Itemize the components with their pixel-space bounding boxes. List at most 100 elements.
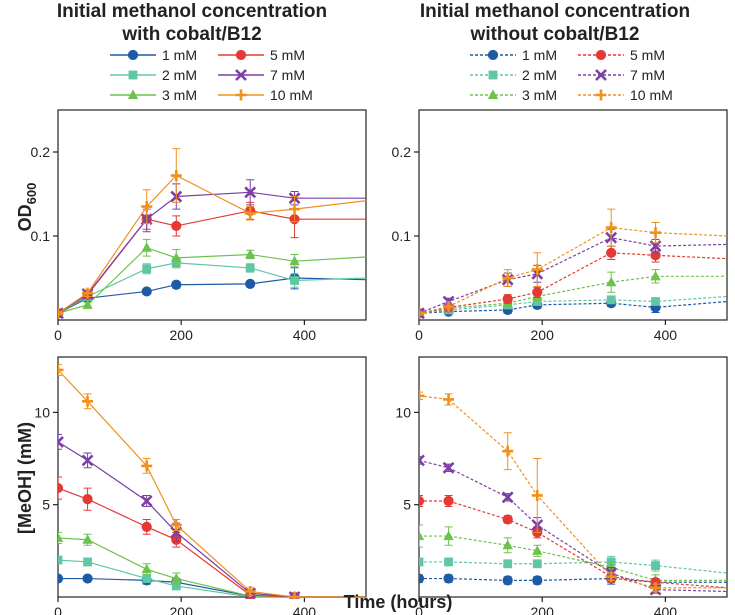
series-line [419, 500, 727, 589]
y-tick-label: 10 [395, 404, 411, 420]
data-point [502, 445, 514, 457]
y-tick-label: 10 [34, 404, 50, 420]
series-line [419, 226, 727, 314]
data-point [58, 532, 64, 542]
series-line [58, 577, 366, 598]
legend-label: 5 mM [630, 47, 665, 63]
data-point [289, 203, 301, 215]
error-bar [58, 311, 62, 316]
legend-marker [487, 49, 499, 61]
data-point [245, 263, 255, 273]
data-point [419, 573, 425, 584]
x-tick-label: 200 [170, 327, 194, 343]
data-point [141, 242, 152, 252]
data-point [140, 495, 153, 507]
data-point [444, 557, 453, 567]
series-10-mM [58, 363, 366, 599]
data-point [650, 582, 662, 594]
legend-label: 2 mM [162, 67, 197, 83]
data-point [244, 186, 257, 199]
data-point [443, 573, 454, 584]
series-3-mM [419, 524, 727, 587]
panel-bottom-right: 0 200 400 5 10 [395, 356, 728, 615]
legend-marker [488, 70, 498, 80]
series-7-mM [419, 454, 727, 596]
series-line [58, 537, 366, 598]
data-point [443, 393, 455, 405]
x-tick-label: 400 [293, 604, 317, 615]
legend-label: 3 mM [162, 87, 197, 103]
legend-marker [235, 49, 247, 61]
y-tick-label: 5 [403, 497, 411, 513]
data-point [606, 247, 617, 258]
data-point [289, 591, 301, 599]
data-point [419, 390, 425, 402]
series-line [58, 487, 366, 598]
meoh-axis-label: [MeOH] (mM) [15, 422, 35, 534]
data-point [58, 364, 64, 376]
data-point [532, 287, 543, 298]
data-point [58, 307, 64, 320]
series-7-mM [58, 434, 366, 599]
legend-label: 2 mM [522, 67, 557, 83]
series-line [419, 275, 727, 314]
data-point [651, 297, 660, 306]
legend-label: 10 mM [630, 87, 673, 103]
right-title-line1: Initial methanol concentration [420, 1, 690, 22]
x-tick-label: 0 [415, 327, 423, 343]
data-point [502, 293, 513, 305]
data-point [290, 276, 299, 285]
x-tick-label: 400 [654, 604, 678, 615]
legend-left: 1 mM 5 mM 2 mM 7 mM 3 mM 10 mM [110, 47, 313, 103]
data-point [419, 307, 425, 319]
data-point [82, 573, 93, 584]
series-2-mM [58, 257, 366, 318]
y-tick-label: 0.2 [392, 144, 412, 160]
series-line [58, 210, 366, 314]
data-point [58, 482, 64, 494]
series-2-mM [419, 555, 727, 574]
series-3-mM [58, 238, 366, 318]
data-point [443, 301, 455, 313]
series-line [419, 459, 727, 593]
legend-marker [127, 89, 139, 99]
x-tick-label: 400 [293, 327, 317, 343]
y-tick-label: 0.1 [31, 228, 51, 244]
data-point [245, 278, 256, 289]
series-10-mM [58, 148, 366, 319]
legend-marker [487, 89, 499, 99]
series-line [58, 247, 366, 314]
data-point [171, 252, 182, 262]
data-point [419, 557, 424, 567]
series-10-mM [419, 208, 727, 319]
right-title-line2: without cobalt/B12 [470, 24, 640, 45]
legend-marker [595, 69, 607, 81]
left-title-line1: Initial methanol concentration [57, 1, 327, 22]
data-point [244, 248, 256, 259]
data-point [605, 571, 617, 583]
data-point [531, 264, 543, 276]
data-point [651, 561, 660, 571]
legend-label: 10 mM [270, 87, 313, 103]
data-point [141, 201, 153, 213]
data-point [502, 272, 514, 284]
data-point [58, 436, 64, 448]
legend-label: 1 mM [162, 47, 197, 63]
data-point [82, 534, 93, 544]
series-line [58, 441, 366, 598]
data-point [605, 276, 617, 287]
series-line [419, 561, 727, 574]
data-point [142, 574, 152, 583]
data-point [82, 494, 93, 505]
data-point [419, 307, 425, 320]
data-point [171, 279, 182, 290]
data-point [503, 559, 513, 569]
series-10-mM [419, 390, 727, 594]
data-point [171, 220, 182, 232]
data-point [443, 530, 454, 541]
legend-marker [235, 69, 247, 81]
error-bar [419, 391, 423, 400]
data-point [58, 307, 64, 319]
od-axis-label: OD600 [15, 183, 39, 232]
